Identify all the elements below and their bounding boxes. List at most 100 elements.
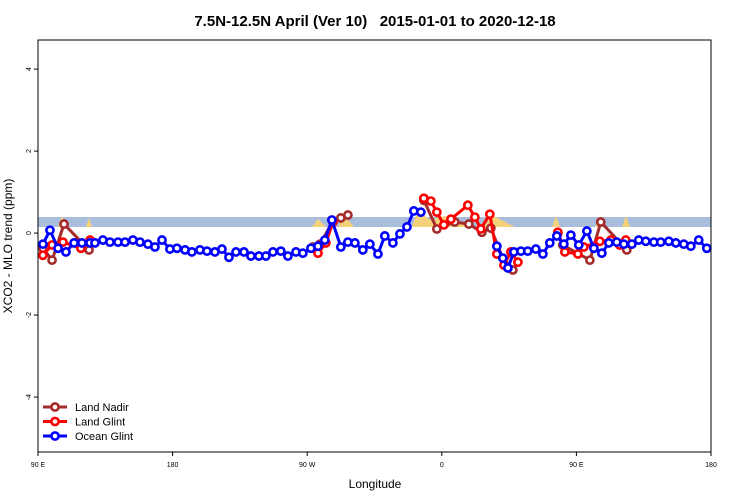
point: [693, 235, 704, 245]
point: [626, 239, 637, 250]
point: [90, 238, 100, 248]
y-tick-label: 2: [26, 149, 33, 153]
point: [491, 241, 502, 252]
point: [246, 251, 256, 261]
point: [38, 250, 48, 261]
point: [59, 219, 69, 229]
x-tick-label: 180: [167, 462, 179, 469]
point: [217, 244, 227, 254]
plot-frame: [37, 39, 712, 453]
x-tick-label: 0: [440, 462, 444, 469]
point: [537, 249, 548, 259]
point: [595, 217, 606, 227]
point: [618, 239, 629, 250]
point: [513, 257, 523, 268]
x-tick-label: 90 E: [31, 462, 46, 469]
map-strip: [38, 217, 711, 227]
point: [342, 210, 353, 220]
point: [559, 247, 570, 257]
point: [373, 249, 383, 259]
point: [45, 225, 55, 236]
point: [58, 237, 68, 248]
point: [425, 196, 436, 207]
point: [283, 251, 293, 261]
point: [379, 231, 390, 241]
y-tick-label: -2: [26, 312, 33, 318]
point: [186, 247, 197, 257]
point: [297, 248, 308, 259]
point: [61, 247, 71, 257]
point: [387, 238, 398, 248]
point: [462, 200, 473, 211]
point: [431, 207, 442, 218]
legend-marker: [50, 431, 60, 441]
point: [135, 237, 145, 248]
point: [594, 236, 605, 247]
point: [415, 207, 426, 218]
point: [551, 231, 562, 241]
point: [402, 222, 412, 232]
point: [573, 240, 584, 250]
point: [77, 238, 87, 248]
point: [544, 238, 555, 248]
point: [157, 235, 167, 245]
legend-marker: [50, 416, 60, 427]
legend-label: Ocean Glint: [75, 431, 133, 443]
point: [655, 237, 666, 248]
point: [588, 243, 599, 254]
point: [275, 246, 286, 257]
point: [202, 246, 212, 257]
y-tick-label: -4: [26, 394, 33, 400]
point: [685, 241, 696, 252]
point: [313, 241, 323, 252]
point: [503, 263, 513, 273]
point: [558, 239, 569, 250]
point: [239, 247, 249, 257]
point: [224, 252, 234, 263]
point: [522, 246, 533, 257]
point: [350, 238, 360, 248]
point: [584, 255, 595, 266]
point: [268, 247, 278, 257]
point: [69, 238, 79, 248]
point: [172, 243, 182, 254]
point: [335, 242, 346, 252]
x-tick-label: 180: [705, 462, 717, 469]
point: [565, 230, 576, 241]
point: [497, 253, 508, 263]
point: [120, 237, 130, 248]
point: [261, 251, 271, 261]
legend-label: Land Glint: [75, 417, 125, 429]
point: [47, 255, 57, 266]
x-tick-label: 90 E: [569, 462, 584, 469]
y-tick-label: 4: [26, 67, 33, 71]
point: [596, 248, 607, 259]
point: [431, 224, 442, 234]
legend-marker: [50, 402, 60, 412]
point: [701, 243, 712, 254]
point: [231, 247, 241, 257]
point: [475, 224, 486, 234]
point: [326, 215, 337, 225]
x-tick-label: 90 W: [299, 462, 316, 469]
point: [463, 219, 474, 229]
point: [364, 239, 375, 250]
point: [150, 242, 160, 252]
x-axis-label: Longitude: [349, 477, 402, 491]
plot-area: [38, 193, 712, 275]
point: [395, 229, 405, 239]
point: [469, 212, 480, 222]
point: [603, 238, 614, 248]
point: [572, 249, 583, 259]
point: [484, 209, 495, 220]
point: [38, 239, 48, 250]
point: [53, 243, 63, 254]
point: [640, 236, 651, 247]
point: [438, 219, 449, 230]
chart-title: 7.5N-12.5N April (Ver 10) 2015-01-01 to …: [194, 13, 555, 30]
point: [670, 238, 681, 248]
point: [446, 214, 456, 225]
point: [357, 244, 368, 255]
legend: Land Nadir Land Glint Ocean Glint: [43, 402, 133, 443]
